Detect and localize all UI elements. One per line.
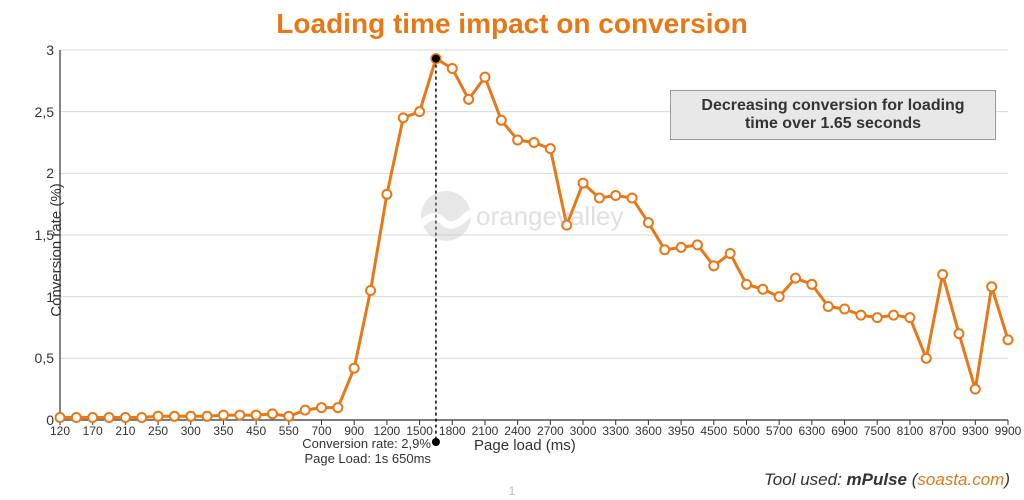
x-tick-label: 3950: [668, 420, 695, 438]
tool-credit-open-paren: (: [907, 470, 917, 489]
tool-name: mPulse: [847, 470, 907, 489]
x-tick-label: 120: [50, 420, 70, 438]
x-tick-label: 6300: [799, 420, 826, 438]
peak-annotation: Conversion rate: 2,9% Page Load: 1s 650m…: [286, 436, 431, 466]
x-tick-label: 9900: [995, 420, 1022, 438]
x-tick-label: 6900: [831, 420, 858, 438]
peak-conversion-rate: Conversion rate: 2,9%: [286, 436, 431, 451]
x-tick-label: 2100: [472, 420, 499, 438]
x-tick-label: 8700: [929, 420, 956, 438]
tool-credit: Tool used: mPulse (soasta.com): [764, 470, 1010, 490]
y-tick-label: 3: [46, 42, 60, 58]
y-tick-label: 2: [46, 165, 60, 181]
x-tick-label: 1800: [439, 420, 466, 438]
x-tick-label: 170: [83, 420, 103, 438]
y-tick-label: 1,5: [35, 227, 60, 243]
x-tick-label: 450: [246, 420, 266, 438]
x-tick-label: 4500: [700, 420, 727, 438]
x-axis-label: Page load (ms): [474, 437, 576, 454]
x-tick-label: 9300: [962, 420, 989, 438]
y-tick-label: 1: [46, 289, 60, 305]
annotation-text: Decreasing conversion for loading time o…: [701, 97, 964, 132]
x-tick-label: 5700: [766, 420, 793, 438]
x-tick-label: 5000: [733, 420, 760, 438]
x-tick-label: 3600: [635, 420, 662, 438]
page-number: 1: [509, 484, 516, 498]
x-tick-label: 210: [115, 420, 135, 438]
x-tick-label: 300: [181, 420, 201, 438]
x-tick-label: 2700: [537, 420, 564, 438]
y-tick-label: 0,5: [35, 350, 60, 366]
x-tick-label: 3300: [602, 420, 629, 438]
x-tick-label: 250: [148, 420, 168, 438]
x-tick-label: 350: [213, 420, 233, 438]
x-tick-label: 7500: [864, 420, 891, 438]
chart-title: Loading time impact on conversion: [0, 8, 1024, 40]
chart-container: Loading time impact on conversion Conver…: [0, 0, 1024, 500]
x-tick-label: 2400: [504, 420, 531, 438]
tool-credit-prefix: Tool used:: [764, 470, 847, 489]
annotation-box: Decreasing conversion for loading time o…: [670, 90, 996, 140]
y-tick-label: 2,5: [35, 104, 60, 120]
tool-link[interactable]: soasta.com: [917, 470, 1004, 489]
x-tick-label: 8100: [897, 420, 924, 438]
tool-credit-close-paren: ): [1004, 470, 1010, 489]
peak-page-load: Page Load: 1s 650ms: [286, 451, 431, 466]
x-tick-label: 3000: [570, 420, 597, 438]
